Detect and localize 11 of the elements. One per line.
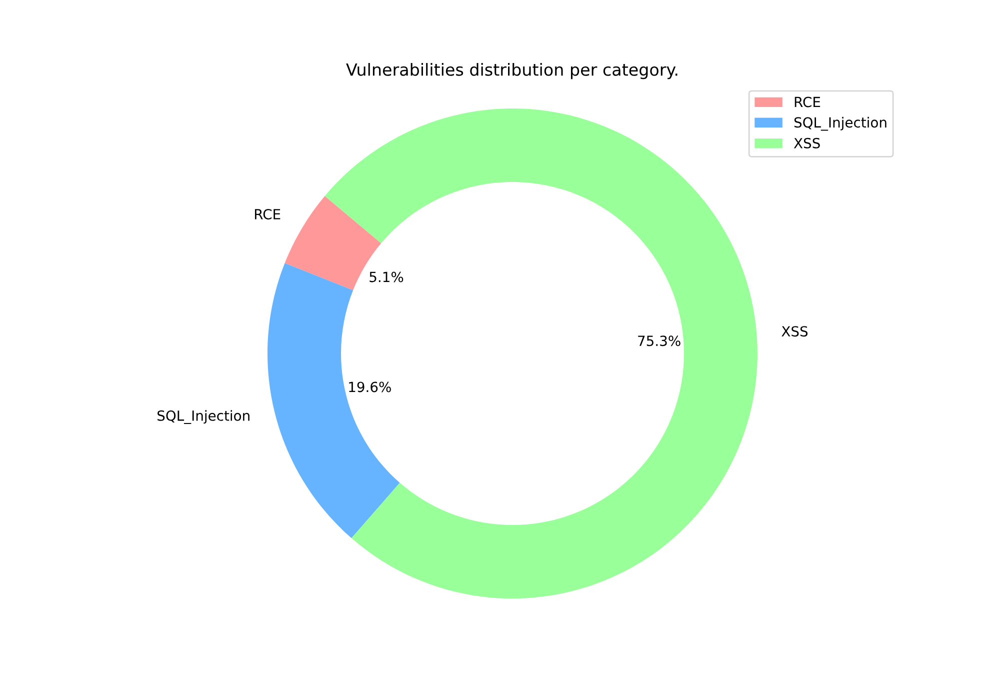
slice-label: XSS xyxy=(782,326,808,337)
data-label: 75.3% xyxy=(638,336,680,346)
slice-label: SQL_Injection xyxy=(158,410,250,424)
chart-title: Vulnerabilities distribution per category. xyxy=(346,63,678,80)
legend-label: RCE xyxy=(794,96,820,108)
data-label: 5.1% xyxy=(370,272,404,282)
donut-slice xyxy=(324,108,758,598)
data-label: 19.6% xyxy=(349,382,391,392)
legend-label: SQL_Injection xyxy=(794,116,886,131)
legend-label: XSS xyxy=(794,138,820,148)
slice-label: RCE xyxy=(254,208,280,220)
